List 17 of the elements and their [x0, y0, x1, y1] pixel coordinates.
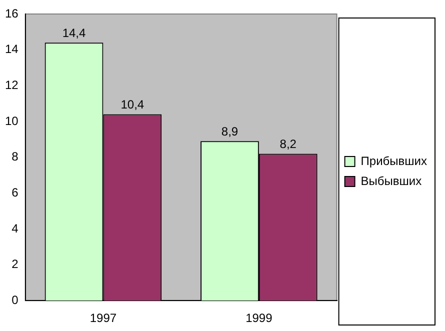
y-tick-label: 10 [4, 114, 19, 128]
data-label: 10,4 [120, 98, 144, 112]
y-tick-label: 12 [4, 78, 19, 92]
y-tick-label: 14 [4, 42, 19, 56]
x-tick-label: 1997 [90, 311, 117, 326]
legend-label: Прибывших [360, 154, 428, 168]
data-label: 8,9 [221, 124, 238, 138]
y-tick-label: 16 [4, 6, 19, 20]
y-tick-label: 0 [12, 292, 19, 307]
data-label: 14,4 [62, 26, 86, 40]
y-tick-label: 6 [12, 185, 19, 200]
y-tick-label: 4 [12, 221, 19, 236]
data-label: 8,2 [280, 137, 297, 152]
y-tick-label: 8 [12, 150, 19, 164]
x-tick-label: 1999 [246, 311, 273, 326]
y-tick-label: 2 [12, 257, 19, 272]
legend-label: Выбывших [360, 174, 422, 188]
